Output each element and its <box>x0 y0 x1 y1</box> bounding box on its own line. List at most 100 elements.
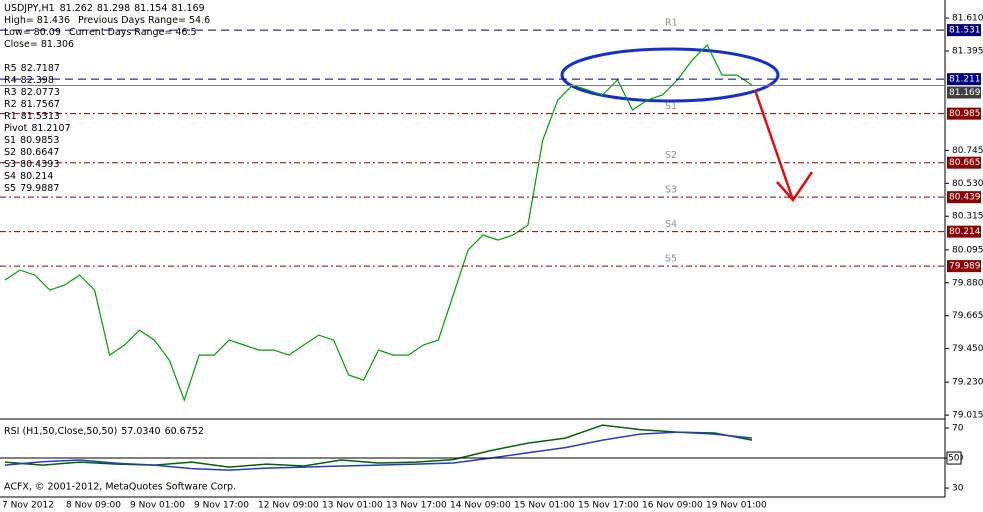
y-tick-label: 81.395 <box>952 46 983 56</box>
info-text: 82.0773 <box>21 87 60 98</box>
info-line: Low= 80.09 Current Days Range= 46.5 <box>4 27 197 38</box>
info-text: R2 <box>4 99 17 110</box>
info-text: 81.7567 <box>21 99 60 110</box>
price-box <box>947 24 981 37</box>
x-tick-label: 8 Nov 09:00 <box>66 501 121 511</box>
info-line: R1 81.5313 <box>4 111 60 122</box>
price-box-label: 80.665 <box>949 158 981 168</box>
level-tag: S3 <box>665 185 677 196</box>
info-text: S4 <box>4 171 16 182</box>
info-line: S3 80.4393 <box>4 159 59 170</box>
x-tick-label: 15 Nov 17:00 <box>578 501 639 511</box>
price-box-label: 81.211 <box>949 75 981 85</box>
x-tick-label: 15 Nov 01:00 <box>514 501 575 511</box>
y-tick-label: 80.530 <box>952 179 983 189</box>
rsi-title: RSI (H1,50,Close,50,50) 57.0340 60.6752 <box>4 426 204 437</box>
info-text: 80.214 <box>20 171 53 182</box>
level-tag: R1 <box>665 18 678 29</box>
rsi-text: 60.6752 <box>165 426 204 437</box>
price-box <box>947 107 981 120</box>
rsi-text: 57.0340 <box>121 426 160 437</box>
info-text: 81.2107 <box>31 123 70 134</box>
info-text: 80.6647 <box>20 147 59 158</box>
y-tick-label: 81.610 <box>952 14 983 24</box>
info-text: 81.5313 <box>21 111 60 122</box>
info-text: R1 <box>4 111 17 122</box>
x-tick-label: 7 Nov 2012 <box>2 501 54 511</box>
info-text: 46.5 <box>175 27 196 38</box>
price-box <box>947 260 981 273</box>
info-text: 79.9887 <box>20 183 59 194</box>
info-text: R5 <box>4 63 17 74</box>
annotation-arrow <box>753 89 814 203</box>
y-tick-label: 79.450 <box>952 344 983 354</box>
x-tick-label: 9 Nov 01:00 <box>130 501 185 511</box>
info-text: S2 <box>4 147 16 158</box>
info-line: R4 82.398 <box>4 75 54 86</box>
info-text: 81.298 <box>97 3 130 14</box>
level-box-label: 50 <box>948 454 960 464</box>
info-line: USDJPY,H1 81.262 81.298 81.154 81.169 <box>4 3 205 14</box>
info-text: 80.09 <box>34 27 61 38</box>
price-box <box>947 191 981 204</box>
level-tag: S4 <box>665 219 677 230</box>
info-line: S2 80.6647 <box>4 147 59 158</box>
info-text: R3 <box>4 87 17 98</box>
price-box <box>947 156 981 169</box>
price-box-label: 79.989 <box>949 262 981 272</box>
info-text: 82.7187 <box>21 63 60 74</box>
info-text: Low= <box>4 27 31 38</box>
series-line <box>4 431 753 471</box>
series-line <box>4 43 753 402</box>
x-tick-label: 9 Nov 17:00 <box>194 501 249 511</box>
info-text: USDJPY,H1 <box>4 3 55 14</box>
price-box-label: 80.985 <box>949 109 981 119</box>
level-tag: S2 <box>665 150 677 161</box>
y-tick-label: 80.315 <box>952 212 983 222</box>
info-text: Pivot <box>4 123 28 134</box>
info-text: Previous Days Range= <box>78 15 186 26</box>
info-line: High= 81.436 Previous Days Range= 54.6 <box>4 15 210 26</box>
annotation-ellipse <box>560 47 780 103</box>
level-tag: S5 <box>665 254 677 265</box>
info-text: 81.154 <box>134 3 167 14</box>
info-text: 81.436 <box>37 15 70 26</box>
y-tick-label: 80.745 <box>952 146 983 156</box>
info-text: High= <box>4 15 34 26</box>
info-text: S5 <box>4 183 16 194</box>
y-tick-label: 80.095 <box>952 245 983 255</box>
info-text: S1 <box>4 135 16 146</box>
info-text: Current Days Range= <box>69 27 173 38</box>
price-box <box>947 225 981 238</box>
info-line: Pivot 81.2107 <box>4 123 71 134</box>
y-tick-label: 70 <box>952 424 964 434</box>
x-tick-label: 14 Nov 09:00 <box>450 501 511 511</box>
info-line: R3 82.0773 <box>4 87 60 98</box>
info-text: 54.6 <box>189 15 210 26</box>
x-tick-label: 16 Nov 09:00 <box>642 501 703 511</box>
rsi-text: RSI (H1,50,Close,50,50) <box>4 426 117 437</box>
price-box <box>947 86 981 99</box>
info-text: 81.169 <box>171 3 204 14</box>
y-tick-label: 79.880 <box>952 278 983 288</box>
info-text: 82.398 <box>21 75 54 86</box>
y-tick-label: 79.230 <box>952 378 983 388</box>
info-text: S3 <box>4 159 16 170</box>
y-tick-label: 79.015 <box>952 411 983 421</box>
x-tick-label: 12 Nov 09:00 <box>258 501 319 511</box>
price-box <box>947 73 981 86</box>
level-box <box>946 451 962 465</box>
price-box-label: 81.531 <box>949 26 981 36</box>
price-box-label: 81.169 <box>949 88 981 98</box>
info-line: S4 80.214 <box>4 171 53 182</box>
level-tag: S1 <box>665 101 677 112</box>
y-tick-label: 30 <box>952 484 964 494</box>
x-tick-label: 13 Nov 17:00 <box>386 501 447 511</box>
info-line: S5 79.9887 <box>4 183 59 194</box>
credit: ACFX, © 2001-2012, MetaQuotes Software C… <box>4 482 236 493</box>
price-box-label: 80.439 <box>949 193 981 203</box>
info-text: R4 <box>4 75 17 86</box>
info-text: 80.9853 <box>20 135 59 146</box>
info-text: 81.306 <box>41 39 74 50</box>
